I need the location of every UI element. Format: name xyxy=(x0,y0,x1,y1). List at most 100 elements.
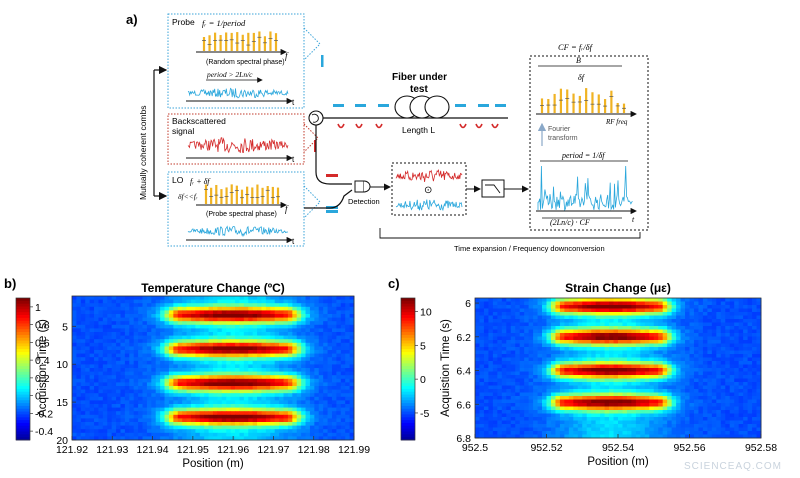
heatmap-cell xyxy=(283,321,289,326)
heatmap-cell xyxy=(528,371,534,376)
heatmap-cell xyxy=(94,389,99,394)
heatmap-cell xyxy=(725,357,731,362)
heatmap-cell xyxy=(662,375,668,379)
heatmap-cell xyxy=(680,308,686,313)
heatmap-cell xyxy=(729,382,735,386)
heatmap-cell xyxy=(533,312,538,316)
heatmap-cell xyxy=(533,301,538,306)
heatmap-cell xyxy=(107,400,113,405)
heatmap-cell xyxy=(190,429,196,434)
heatmap-cell xyxy=(331,314,337,318)
heatmap-cell xyxy=(582,406,588,411)
heatmap-cell xyxy=(318,375,324,380)
heatmap-cell xyxy=(479,396,485,400)
heatmap-cell xyxy=(510,336,516,341)
heatmap-cell xyxy=(716,347,722,351)
backscatter-mark xyxy=(355,123,363,129)
heatmap-cell xyxy=(279,396,284,401)
heatmap-cell xyxy=(550,378,556,383)
heatmap-cell xyxy=(349,360,355,365)
heatmap-cell xyxy=(116,296,121,300)
heatmap-cell xyxy=(186,306,192,311)
heatmap-cell xyxy=(296,306,302,311)
heatmap-cell xyxy=(146,389,152,394)
heatmap-cell xyxy=(124,418,130,423)
heatmap-cell xyxy=(133,328,139,333)
heatmap-cell xyxy=(680,399,686,404)
heatmap-cell xyxy=(124,368,130,372)
heatmap-cell xyxy=(305,364,311,369)
heatmap-cell xyxy=(318,296,324,300)
mixing-blue-signal xyxy=(395,199,463,212)
heatmap-cell xyxy=(492,308,498,313)
heatmap-cell xyxy=(743,340,748,344)
heatmap-cell xyxy=(537,326,543,330)
heatmap-cell xyxy=(195,418,201,423)
heatmap-cell xyxy=(546,389,552,393)
colorbar-step xyxy=(16,420,30,424)
heatmap-cell xyxy=(116,342,121,347)
heatmap-cell xyxy=(327,432,333,437)
heatmap-cell xyxy=(720,312,726,316)
heatmap-cell xyxy=(537,361,543,365)
y-tick-label: 5 xyxy=(62,321,68,333)
heatmap-cell xyxy=(107,296,113,300)
heatmap-cell xyxy=(217,389,223,394)
heatmap-cell xyxy=(182,324,187,329)
heatmap-cell xyxy=(248,386,254,390)
heatmap-cell xyxy=(190,389,196,394)
heatmap-cell xyxy=(747,322,753,327)
heatmap-cell xyxy=(349,321,355,326)
heatmap-cell xyxy=(689,329,695,334)
heatmap-cell xyxy=(573,364,579,369)
heatmap-cell xyxy=(752,340,757,344)
heatmap-cell xyxy=(195,382,201,387)
heatmap-cell xyxy=(204,429,209,434)
heatmap-cell xyxy=(510,403,516,407)
heatmap-cell xyxy=(195,389,201,394)
heatmap-cell xyxy=(296,357,302,362)
heatmap-cell xyxy=(510,329,516,334)
heatmap-cell xyxy=(524,396,530,400)
heatmap-cell xyxy=(559,406,565,411)
heatmap-cell xyxy=(177,321,183,326)
heatmap-cell xyxy=(133,429,139,434)
heatmap-cell xyxy=(626,399,632,404)
heatmap-cell xyxy=(345,432,350,437)
heatmap-cell xyxy=(142,386,148,390)
heatmap-cell xyxy=(609,312,614,316)
heatmap-cell xyxy=(519,340,525,344)
heatmap-cell xyxy=(76,386,82,390)
heatmap-cell xyxy=(283,371,289,376)
heatmap-cell xyxy=(94,407,99,412)
heatmap-cell xyxy=(102,335,108,340)
combs-bracket xyxy=(153,65,168,201)
heatmap-cell xyxy=(301,371,306,376)
heatmap-cell xyxy=(658,326,664,330)
heatmap-cell xyxy=(331,346,337,351)
heatmap-cell xyxy=(577,410,583,414)
heatmap-cell xyxy=(116,400,121,405)
heatmap-cell xyxy=(702,406,708,411)
heatmap-cell xyxy=(160,411,165,416)
heatmap-cell xyxy=(177,328,183,333)
heatmap-cell xyxy=(243,335,249,340)
heatmap-cell xyxy=(685,375,690,379)
heatmap-cell xyxy=(349,393,355,398)
heatmap-cell xyxy=(533,371,538,376)
heatmap-cell xyxy=(318,360,324,365)
heatmap-cell xyxy=(492,410,498,414)
heatmap-cell xyxy=(217,411,223,416)
heatmap-cell xyxy=(195,378,201,383)
heatmap-cell xyxy=(274,393,280,398)
heatmap-cell xyxy=(488,357,494,362)
heatmap-cell xyxy=(292,436,298,441)
heatmap-cell xyxy=(301,393,306,398)
heatmap-cell xyxy=(107,414,113,419)
heatmap-cell xyxy=(550,396,556,400)
heatmap-cell xyxy=(160,296,165,300)
heatmap-cell xyxy=(336,353,342,358)
heatmap-cell xyxy=(111,396,117,401)
heatmap-cell xyxy=(604,354,610,358)
heatmap-cell xyxy=(591,410,597,414)
